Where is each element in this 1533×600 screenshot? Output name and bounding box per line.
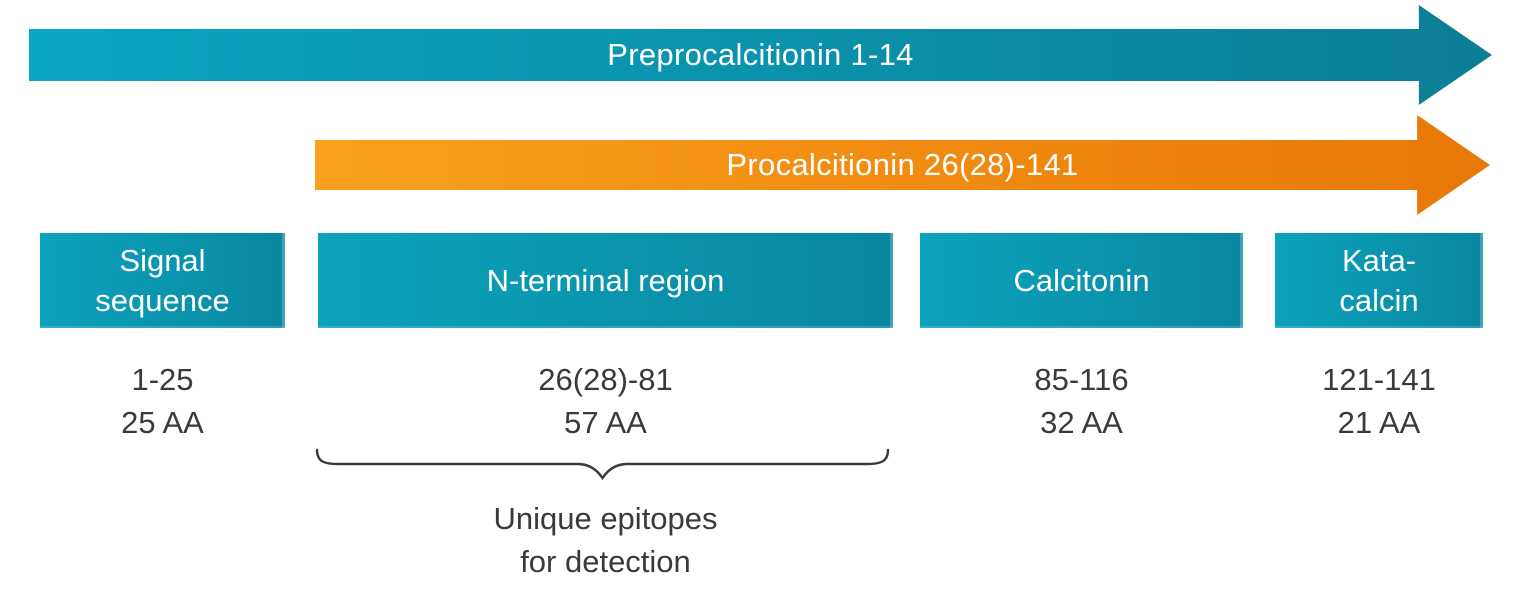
segment-length: 57 AA <box>564 405 647 440</box>
segment-length: 21 AA <box>1337 405 1421 440</box>
segment-label-katacalcin: 121-141 21 AA <box>1275 358 1483 444</box>
segment-box-signal-sequence: Signal sequence <box>40 233 285 328</box>
procalcitonin-arrow: Procalcitionin 26(28)-141 <box>315 115 1490 215</box>
segment-label-n-terminal-region: 26(28)-81 57 AA <box>318 358 893 444</box>
segment-length: 32 AA <box>1040 405 1123 440</box>
segment-name: Kata- calcin <box>1339 242 1419 318</box>
segment-name: Signal sequence <box>95 242 230 318</box>
segment-box-calcitonin: Calcitonin <box>920 233 1243 328</box>
segment-box-katacalcin: Kata- calcin <box>1275 233 1483 328</box>
brace-icon <box>315 448 890 481</box>
segment-range: 1-25 <box>131 362 194 397</box>
segment-length: 25 AA <box>121 405 204 440</box>
segment-name: Calcitonin <box>1013 262 1150 298</box>
segment-label-signal-sequence: 1-25 25 AA <box>40 358 285 444</box>
preprocalcitonin-arrow: Preprocalcitionin 1-14 <box>29 5 1492 105</box>
procalcitonin-arrow-label: Procalcitionin 26(28)-141 <box>726 147 1079 182</box>
epitope-annotation: Unique epitopes for detection <box>493 501 718 579</box>
epitope-brace <box>314 446 891 482</box>
preprocalcitonin-arrow-label: Preprocalcitionin 1-14 <box>607 37 914 72</box>
segment-range: 121-141 <box>1322 362 1436 397</box>
segment-box-n-terminal-region: N-terminal region <box>318 233 893 328</box>
segment-label-calcitonin: 85-116 32 AA <box>920 358 1243 444</box>
segment-name: N-terminal region <box>486 262 725 298</box>
segment-range: 85-116 <box>1034 362 1129 397</box>
segment-range: 26(28)-81 <box>538 362 673 397</box>
